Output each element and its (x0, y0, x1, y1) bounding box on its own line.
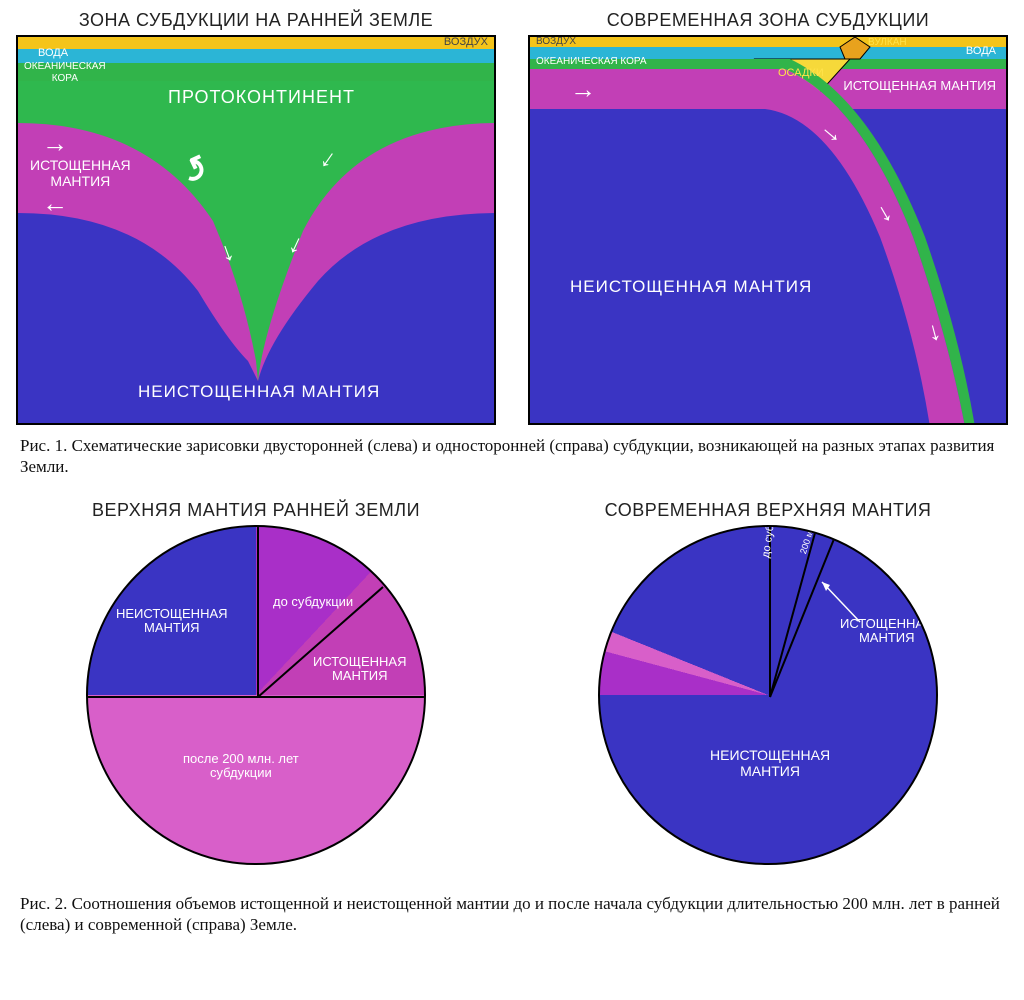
fig1-right-panel: СОВРЕМЕННАЯ ЗОНА СУБДУКЦИИ ВОЗДУХ ВОДА О… (528, 10, 1008, 425)
arrow-icon: → (570, 75, 596, 105)
depleted-label: ИСТОЩЕННАЯ МАНТИЯ (313, 655, 406, 685)
downwelling-wedge-icon (18, 81, 496, 401)
air-layer (18, 37, 494, 49)
fig2-left-pie: НЕИСТОЩЕННАЯ МАНТИЯ до субдукции ИСТОЩЕН… (86, 525, 426, 865)
fig2-left-title: ВЕРХНЯЯ МАНТИЯ РАННЕЙ ЗЕМЛИ (92, 500, 420, 521)
pie-dividers-icon (600, 527, 938, 865)
undepleted-label: НЕИСТОЩЕННАЯ МАНТИЯ (710, 747, 830, 779)
pre-subduction-label: до субдукции (273, 595, 353, 610)
fig2-left-panel: ВЕРХНЯЯ МАНТИЯ РАННЕЙ ЗЕМЛИ НЕИСТОЩЕННАЯ… (16, 500, 496, 865)
fig1-right-title: СОВРЕМЕННАЯ ЗОНА СУБДУКЦИИ (607, 10, 929, 31)
fig1-left-panel: ЗОНА СУБДУКЦИИ НА РАННЕЙ ЗЕМЛЕ ВОЗДУХ ВО… (16, 10, 496, 425)
water-label: ВОДА (38, 47, 68, 60)
crust-label: ОКЕАНИЧЕСКАЯ КОРА (536, 56, 647, 68)
crust-label: ОКЕАНИЧЕСКАЯ КОРА (24, 61, 106, 84)
figure-1-row: ЗОНА СУБДУКЦИИ НА РАННЕЙ ЗЕМЛЕ ВОЗДУХ ВО… (16, 10, 1008, 425)
fig2-right-pie: до субдукции 200 млн. лет субдукции ИСТО… (598, 525, 938, 865)
arrow-icon: → (42, 129, 68, 159)
sediment-label: ОСАДКИ (778, 67, 824, 80)
undepleted-label: НЕИСТОЩЕННАЯ МАНТИЯ (116, 607, 228, 637)
figure-2-row: ВЕРХНЯЯ МАНТИЯ РАННЕЙ ЗЕМЛИ НЕИСТОЩЕННАЯ… (16, 500, 1008, 865)
fig2-right-title: СОВРЕМЕННАЯ ВЕРХНЯЯ МАНТИЯ (605, 500, 932, 521)
depleted-label: ИСТОЩЕННАЯ МАНТИЯ (30, 157, 131, 189)
volcano-label: ВУЛКАН (868, 37, 907, 49)
fig1-right-diagram: ВОЗДУХ ВОДА ОКЕАНИЧЕСКАЯ КОРА ВУЛКАН ОСА… (528, 35, 1008, 425)
fig1-caption: Рис. 1. Схематические зарисовки двусторо… (20, 435, 1004, 478)
undepleted-label: НЕИСТОЩЕННАЯ МАНТИЯ (570, 277, 812, 297)
fig1-left-title: ЗОНА СУБДУКЦИИ НА РАННЕЙ ЗЕМЛЕ (79, 10, 433, 31)
after-subduction-label: после 200 млн. лет субдукции (183, 752, 299, 782)
fig1-left-diagram: ВОЗДУХ ВОДА ОКЕАНИЧЕСКАЯ КОРА ПРОТОКОНТИ… (16, 35, 496, 425)
protocontinent-label: ПРОТОКОНТИНЕНТ (168, 87, 355, 108)
air-label: ВОЗДУХ (444, 36, 488, 49)
arrow-icon: ← (42, 189, 68, 219)
air-label: ВОЗДУХ (536, 36, 576, 48)
slab-icon (530, 37, 1008, 425)
undepleted-label: НЕИСТОЩЕННАЯ МАНТИЯ (138, 382, 380, 402)
depleted-external-label: ИСТОЩЕННАЯ МАНТИЯ (840, 617, 933, 647)
depleted-label: ИСТОЩЕННАЯ МАНТИЯ (843, 79, 996, 94)
fig2-caption: Рис. 2. Соотношения объемов истощенной и… (20, 893, 1004, 936)
pie-dividers-icon (88, 527, 426, 865)
water-label: ВОДА (966, 45, 996, 58)
fig2-right-panel: СОВРЕМЕННАЯ ВЕРХНЯЯ МАНТИЯ до субдукции … (528, 500, 1008, 865)
